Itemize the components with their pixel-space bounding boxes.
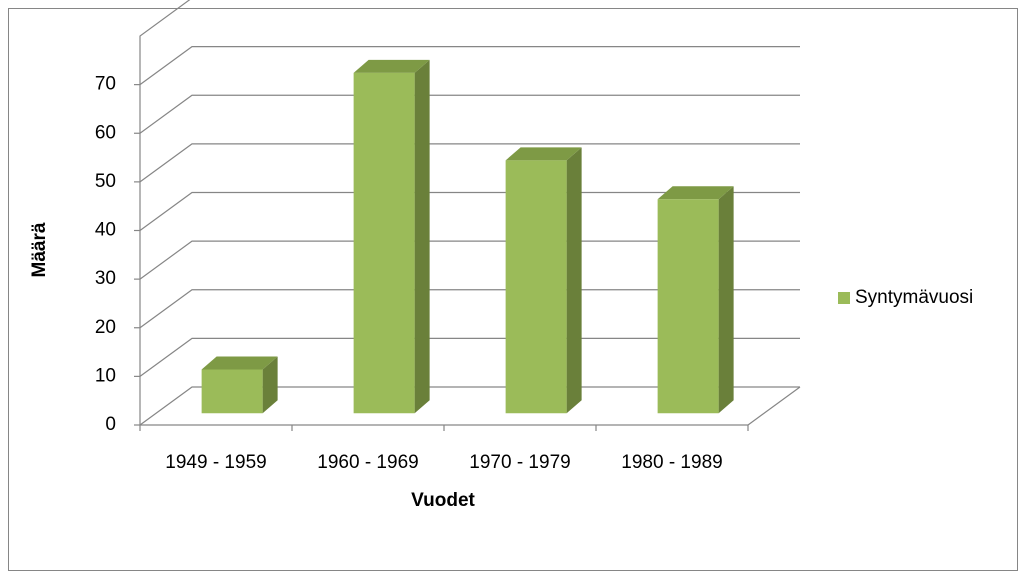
bar [353, 59, 430, 414]
x-tick-label: 1949 - 1959 [165, 452, 266, 473]
y-tick-label: 30 [95, 268, 116, 289]
legend-label: Syntymävuosi [855, 287, 973, 308]
y-tick-label: 40 [95, 220, 116, 241]
grid-line [139, 94, 800, 134]
bar [201, 356, 278, 414]
x-axis-title: Vuodet [411, 490, 475, 511]
grid-line [139, 289, 800, 329]
y-tick-label: 60 [95, 122, 116, 143]
x-tick-label: 1980 - 1989 [621, 452, 722, 473]
y-axis-title: Määrä [29, 222, 50, 277]
bar [505, 147, 582, 414]
bar [657, 186, 734, 414]
grid-line [139, 337, 800, 377]
legend-swatch [838, 292, 850, 304]
grid-line [139, 386, 800, 426]
grid-line [139, 143, 800, 183]
y-tick-label: 50 [95, 171, 116, 192]
grid-line [139, 240, 800, 280]
y-tick-label: 70 [95, 74, 116, 95]
grid-line [139, 46, 800, 86]
grid-line [139, 191, 800, 231]
y-tick-label: 0 [105, 414, 116, 435]
x-tick-label: 1960 - 1969 [317, 452, 418, 473]
x-tick-label: 1970 - 1979 [469, 452, 570, 473]
y-tick-label: 10 [95, 365, 116, 386]
y-tick-label: 20 [95, 317, 116, 338]
